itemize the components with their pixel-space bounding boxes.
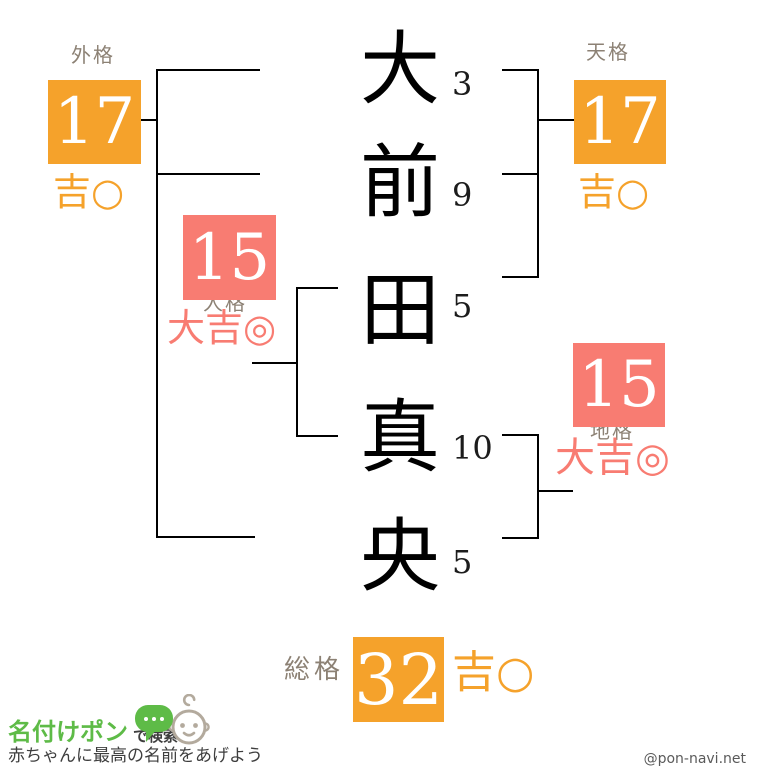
- gaikaku-bracket-bottom-line: [157, 536, 255, 538]
- baby-icon: [167, 693, 211, 754]
- soukaku-label: 総格: [284, 655, 345, 685]
- stroke-count-1: 3: [452, 65, 473, 103]
- gaikaku-label: 外格: [71, 43, 115, 67]
- tenkaku-bracket-mid-line: [502, 173, 539, 175]
- jinkaku-bracket-top-line: [297, 287, 338, 289]
- tenkaku-rating: 吉○: [578, 170, 650, 214]
- name-char-4: 真: [360, 391, 440, 484]
- speech-bubble-dot: [160, 716, 164, 721]
- gaikaku-rating: 吉○: [53, 170, 125, 214]
- jinkaku-score-value: 15: [188, 220, 271, 295]
- soukaku-score-box: 32: [353, 637, 444, 722]
- tenkaku-bracket-top-line: [502, 69, 539, 71]
- logo-brand-text: 名付けポン: [8, 718, 128, 746]
- tenkaku-score-value: 17: [579, 85, 661, 159]
- jinkaku-rating: 大吉◎: [167, 306, 277, 350]
- logo-tagline: 赤ちゃんに最高の名前をあげよう: [8, 746, 263, 766]
- gaikaku-bracket-vertical-line: [156, 69, 158, 538]
- soukaku-score-value: 32: [353, 638, 444, 721]
- soukaku-rating: 吉○: [452, 647, 535, 698]
- jinkaku-score-box: 15: [183, 215, 276, 300]
- tenkaku-label: 天格: [586, 40, 630, 64]
- speech-bubble-icon: [135, 705, 173, 742]
- tenkaku-connector-line: [539, 119, 574, 121]
- tenkaku-bracket-vertical-line: [537, 69, 539, 278]
- chikaku-bracket-top-line: [502, 434, 539, 436]
- speech-bubble-dot: [144, 716, 148, 721]
- name-char-3: 田: [360, 264, 440, 357]
- gaikaku-bracket-top-line: [157, 69, 260, 71]
- stroke-count-4: 10: [452, 429, 493, 467]
- stroke-count-5: 5: [452, 543, 473, 581]
- chikaku-score-box: 15: [573, 343, 665, 427]
- tenkaku-bracket-bottom-line: [502, 276, 539, 278]
- gaikaku-connector-line: [141, 119, 158, 121]
- chikaku-connector-line: [539, 490, 573, 492]
- name-char-2: 前: [360, 136, 440, 229]
- speech-bubble-tail: [146, 729, 157, 742]
- gaikaku-score-value: 17: [53, 85, 136, 159]
- jinkaku-connector-line: [252, 362, 296, 364]
- name-char-1: 大: [360, 23, 440, 116]
- chikaku-rating: 大吉◎: [555, 435, 670, 481]
- chikaku-score-value: 15: [578, 348, 660, 422]
- stroke-count-3: 5: [452, 287, 473, 325]
- gaikaku-bracket-mid-line: [157, 173, 260, 175]
- jinkaku-bracket-bottom-line: [297, 435, 338, 437]
- jinkaku-bracket-vertical-line: [296, 287, 298, 437]
- tenkaku-score-box: 17: [574, 80, 666, 164]
- chikaku-bracket-vertical-line: [537, 434, 539, 539]
- stroke-count-2: 9: [452, 176, 473, 214]
- speech-bubble-dot: [152, 716, 156, 721]
- chikaku-bracket-bottom-line: [502, 537, 539, 539]
- name-char-5: 央: [360, 510, 440, 603]
- gaikaku-score-box: 17: [48, 80, 141, 164]
- site-credit: @pon-navi.net: [643, 751, 746, 767]
